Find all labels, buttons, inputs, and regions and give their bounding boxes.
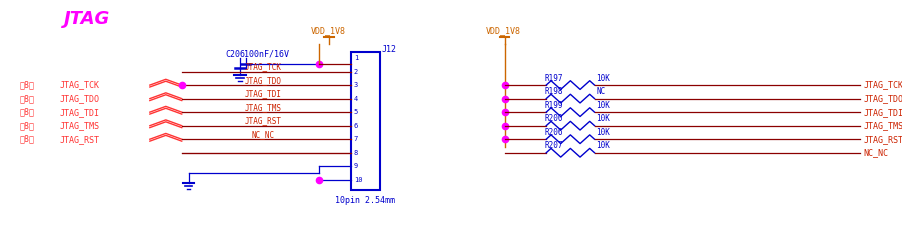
Text: JTAG_TDO: JTAG_TDO — [862, 94, 902, 103]
Text: 10K: 10K — [596, 114, 610, 123]
Text: 10pin 2.54mm: 10pin 2.54mm — [335, 196, 395, 205]
Text: JTAG_TDO: JTAG_TDO — [244, 76, 281, 85]
Text: JTAG_TMS: JTAG_TMS — [862, 121, 902, 130]
Text: 10K: 10K — [596, 74, 610, 83]
Text: JTAG_RST: JTAG_RST — [244, 116, 281, 125]
Text: 10K: 10K — [596, 128, 610, 137]
Text: JTAG_RST: JTAG_RST — [60, 135, 99, 144]
Text: JTAG_RST: JTAG_RST — [862, 135, 902, 144]
Text: JTAG_TCK: JTAG_TCK — [60, 81, 99, 89]
Text: 10K: 10K — [596, 141, 610, 151]
Text: JTAG_TDI: JTAG_TDI — [862, 108, 902, 117]
Text: JTAG_TCK: JTAG_TCK — [862, 81, 902, 89]
Text: 【8】: 【8】 — [20, 94, 34, 103]
Text: 【8】: 【8】 — [20, 135, 34, 144]
Text: 10K: 10K — [596, 101, 610, 110]
Text: 10: 10 — [354, 177, 362, 183]
Text: 100nF/16V: 100nF/16V — [244, 50, 289, 59]
Text: NC_NC: NC_NC — [862, 148, 888, 157]
Text: 5: 5 — [354, 109, 358, 115]
Text: R207: R207 — [544, 141, 562, 151]
Text: 【8】: 【8】 — [20, 108, 34, 117]
Text: VDD_1V8: VDD_1V8 — [485, 26, 520, 35]
Text: VDD_1V8: VDD_1V8 — [311, 26, 345, 35]
Text: JTAG: JTAG — [64, 10, 110, 28]
Text: 7: 7 — [354, 136, 358, 142]
Text: 【8】: 【8】 — [20, 121, 34, 130]
Text: NC: NC — [596, 87, 605, 96]
Text: 3: 3 — [354, 82, 358, 88]
Text: R206: R206 — [544, 128, 562, 137]
Text: 6: 6 — [354, 123, 358, 129]
Text: 4: 4 — [354, 96, 358, 102]
Text: C206: C206 — [225, 50, 244, 59]
Text: 9: 9 — [354, 163, 358, 169]
Text: 1: 1 — [354, 55, 358, 61]
Text: R198: R198 — [544, 87, 562, 96]
Text: 8: 8 — [354, 150, 358, 156]
Bar — [351, 52, 380, 190]
Text: R200: R200 — [544, 114, 562, 123]
Text: JTAG_TCK: JTAG_TCK — [244, 62, 281, 71]
Text: 2: 2 — [354, 69, 358, 75]
Text: J12: J12 — [382, 45, 396, 54]
Text: JTAG_TDI: JTAG_TDI — [244, 89, 281, 98]
Text: JTAG_TMS: JTAG_TMS — [60, 121, 99, 130]
Text: R197: R197 — [544, 74, 562, 83]
Text: NC_NC: NC_NC — [251, 130, 274, 139]
Text: R199: R199 — [544, 101, 562, 110]
Text: JTAG_TMS: JTAG_TMS — [244, 103, 281, 112]
Text: JTAG_TDO: JTAG_TDO — [60, 94, 99, 103]
Text: JTAG_TDI: JTAG_TDI — [60, 108, 99, 117]
Text: 【8】: 【8】 — [20, 81, 34, 89]
